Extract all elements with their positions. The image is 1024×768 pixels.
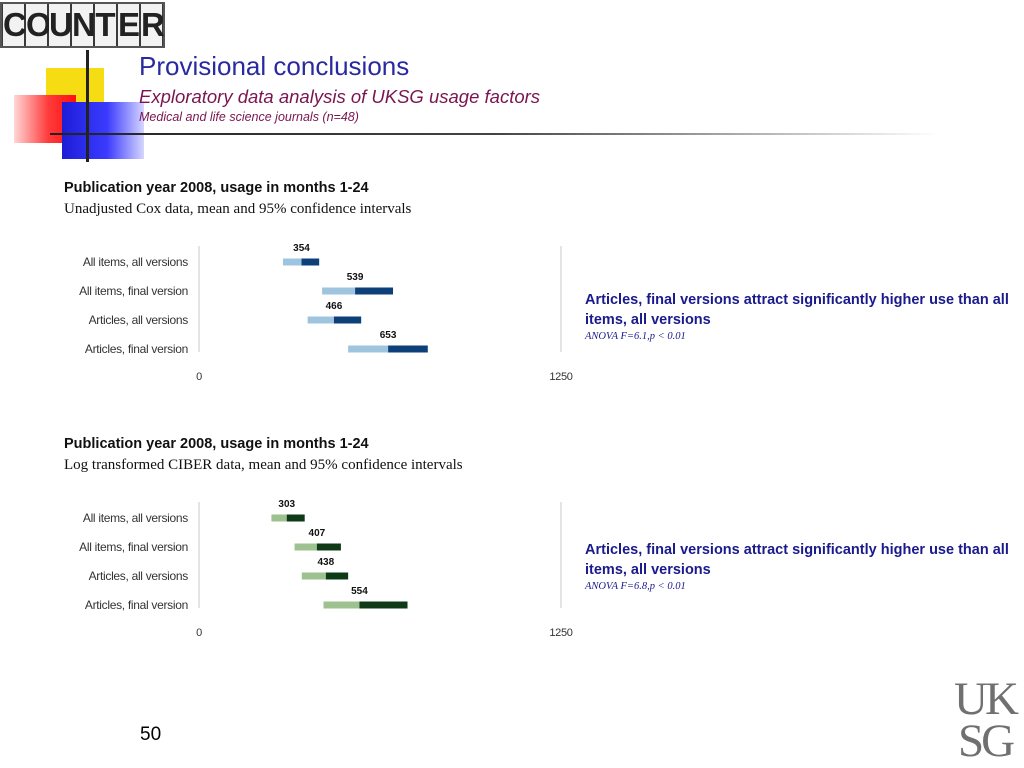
logo-letter: T [95, 4, 116, 46]
slide-subtitle: Exploratory data analysis of UKSG usage … [139, 86, 541, 107]
ci-lower-bar [307, 316, 334, 324]
ci-lower-bar [323, 601, 360, 609]
ci-upper-bar [301, 258, 320, 266]
conclusion-2: Articles, final versions attract signifi… [585, 540, 1023, 592]
conclusion-2-text: Articles, final versions attract signifi… [585, 542, 1009, 578]
mean-value-label: 539 [347, 272, 364, 283]
conclusion-1-text: Articles, final versions attract signifi… [585, 292, 1009, 328]
category-label: Articles, all versions [89, 569, 189, 583]
logo-letter: U [49, 4, 73, 46]
x-tick-label: 0 [196, 371, 202, 383]
uksg-logo: UK SG [948, 673, 1022, 767]
ci-upper-bar [286, 514, 305, 522]
mean-value-label: 407 [309, 528, 326, 539]
ci-upper-bar [355, 287, 394, 295]
ci-lower-bar [301, 572, 326, 580]
chart2-svg: All items, all versions 303 All items, fin… [79, 499, 573, 639]
decorative-horizontal-line [50, 133, 940, 135]
mean-value-label: 303 [278, 499, 295, 510]
logo-letter: N [72, 4, 96, 46]
category-label: All items, final version [79, 284, 188, 298]
category-label: Articles, final version [85, 598, 188, 612]
uksg-logo-line: SG [957, 715, 1015, 767]
ci-upper-bar [333, 316, 362, 324]
mean-value-label: 466 [326, 301, 343, 312]
logo-letter: E [118, 4, 140, 46]
conclusion-1-stat: ANOVA F=6.1,p < 0.01 [585, 331, 686, 342]
decorative-vertical-line [86, 50, 89, 162]
category-label: All items, all versions [83, 511, 188, 525]
chart1-description: Unadjusted Cox data, mean and 95% confid… [64, 201, 412, 217]
logo-letter: C [3, 4, 27, 46]
ci-upper-bar [359, 601, 408, 609]
chart2-heading: Publication year 2008, usage in months 1… [64, 436, 369, 452]
ci-lower-bar [282, 258, 302, 266]
conclusion-2-stat: ANOVA F=6.8,p < 0.01 [585, 581, 686, 592]
x-tick-label: 0 [196, 627, 202, 639]
chart1-heading: Publication year 2008, usage in months 1… [64, 180, 369, 196]
slide-sub-subtitle: Medical and life science journals (n=48) [139, 110, 359, 124]
uksg-logo-line: UK [954, 673, 1019, 725]
decorative-blue-square [62, 102, 144, 159]
mean-value-label: 554 [351, 586, 368, 597]
counter-logo: C O U N T E R [0, 2, 165, 48]
mean-value-label: 438 [318, 557, 335, 568]
ci-upper-bar [388, 345, 428, 353]
ci-upper-bar [325, 572, 349, 580]
x-tick-label: 1250 [549, 627, 572, 639]
chart1-svg: All items, all versions 354 All items, fin… [79, 243, 573, 383]
ci-upper-bar [316, 543, 341, 551]
category-label: All items, final version [79, 540, 188, 554]
slide-title: Provisional conclusions [139, 51, 410, 81]
slide-number: 50 [140, 724, 162, 745]
logo-letter: O [26, 4, 52, 46]
category-label: Articles, all versions [89, 313, 189, 327]
ci-lower-bar [294, 543, 317, 551]
logo-letter: R [141, 4, 165, 46]
ci-lower-bar [348, 345, 389, 353]
mean-value-label: 354 [293, 243, 310, 254]
ci-lower-bar [322, 287, 356, 295]
chart2-description: Log transformed CIBER data, mean and 95%… [64, 457, 463, 473]
conclusion-1: Articles, final versions attract signifi… [585, 290, 1023, 342]
x-tick-label: 1250 [549, 371, 572, 383]
category-label: Articles, final version [85, 342, 188, 356]
ci-lower-bar [271, 514, 287, 522]
category-label: All items, all versions [83, 255, 188, 269]
mean-value-label: 653 [380, 330, 397, 341]
